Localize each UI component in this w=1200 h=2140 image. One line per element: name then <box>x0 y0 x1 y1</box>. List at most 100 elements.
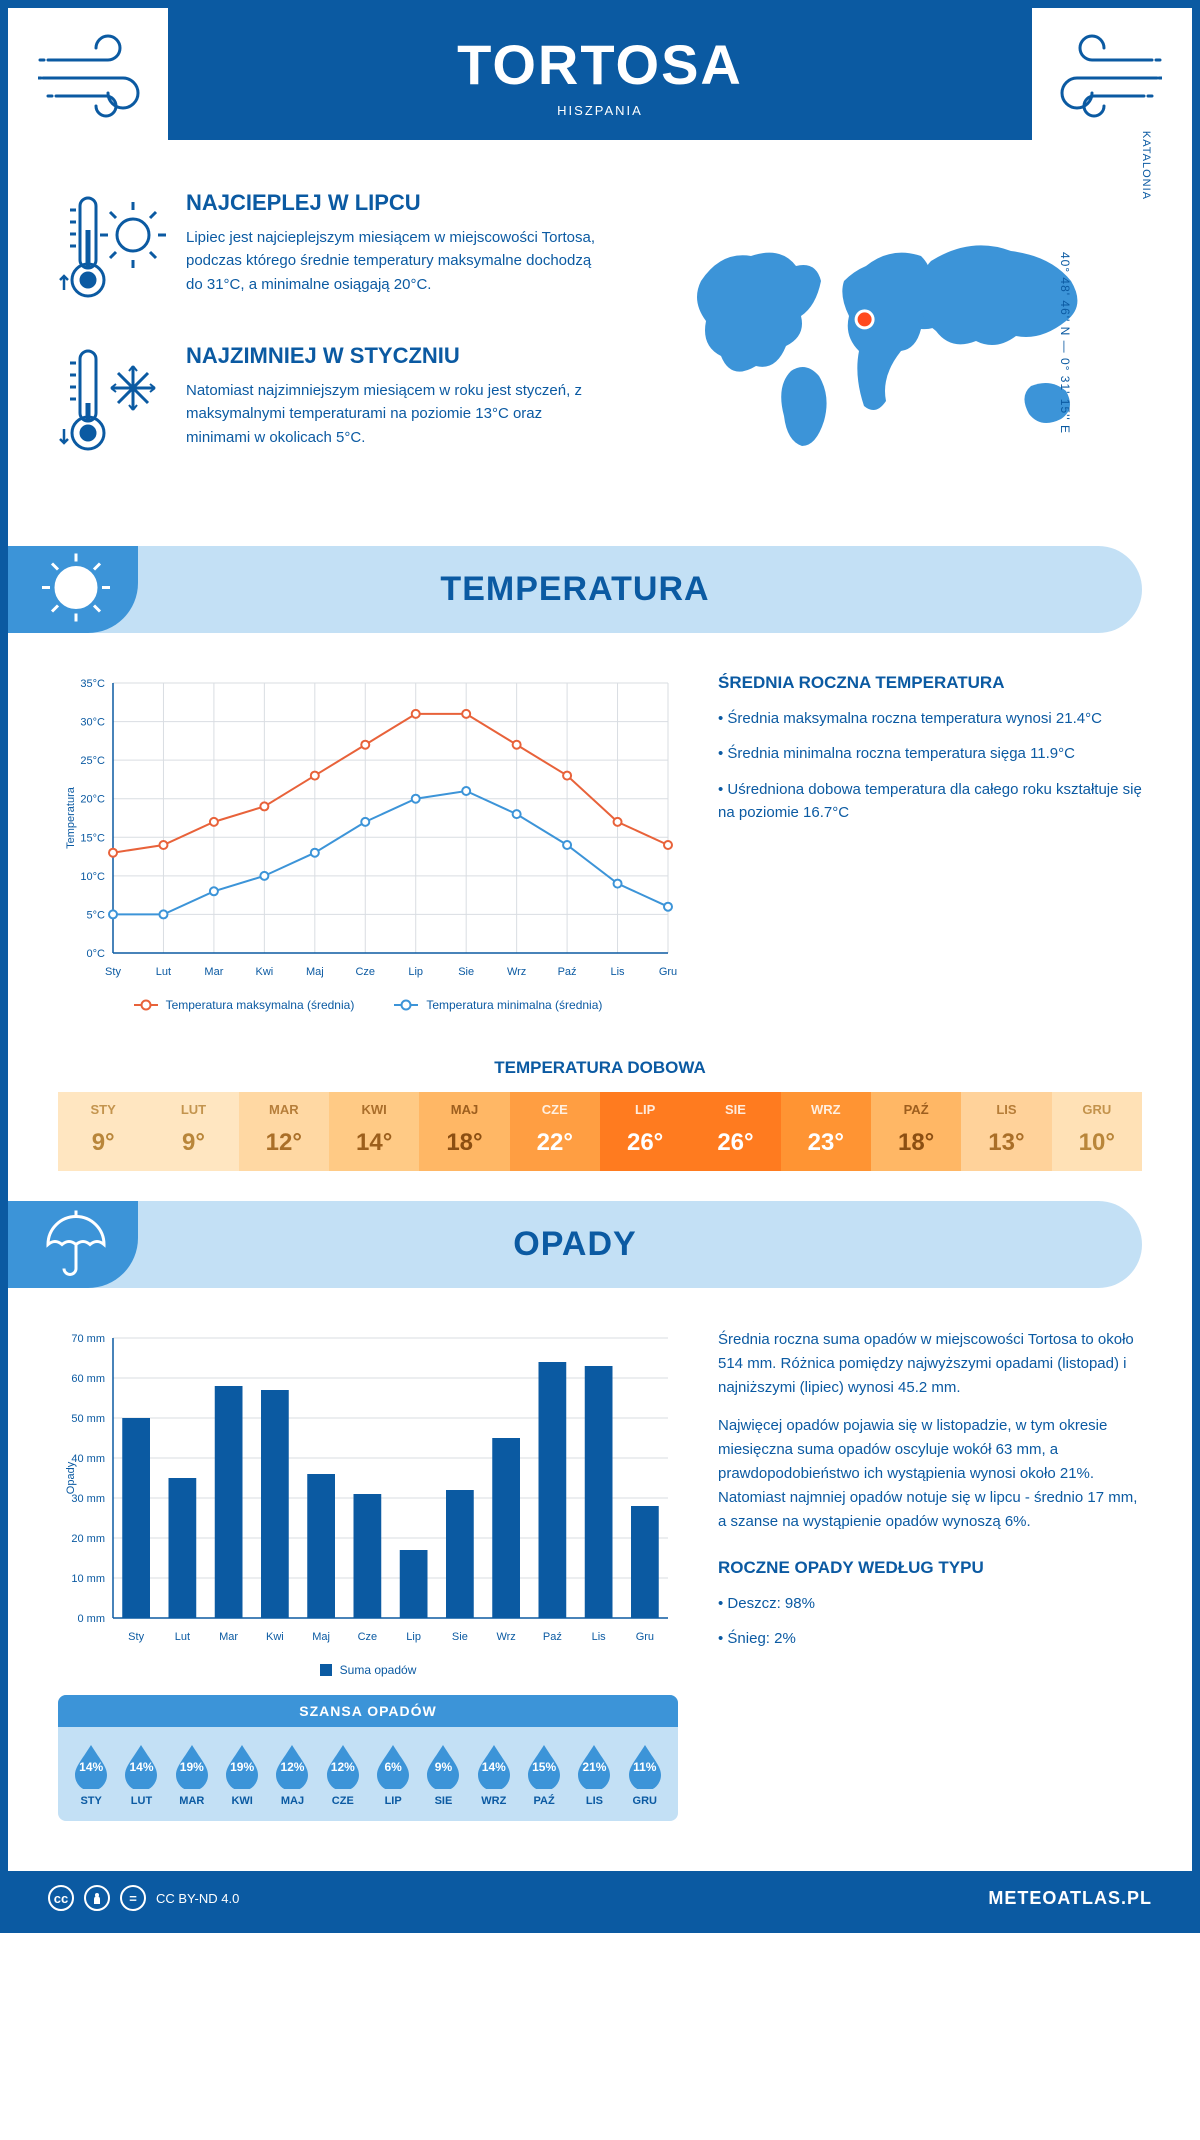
license-text: CC BY-ND 4.0 <box>156 1891 239 1906</box>
svg-text:Gru: Gru <box>636 1631 654 1643</box>
daily-cell: KWI14° <box>329 1092 419 1171</box>
chance-item: 19% MAR <box>167 1741 217 1807</box>
wind-icon-left <box>38 30 178 125</box>
svg-text:0°C: 0°C <box>87 948 106 960</box>
svg-text:60 mm: 60 mm <box>71 1373 105 1385</box>
chance-item: 9% SIE <box>418 1741 468 1807</box>
chance-item: 19% KWI <box>217 1741 267 1807</box>
svg-text:Lip: Lip <box>406 1631 421 1643</box>
svg-text:20 mm: 20 mm <box>71 1533 105 1545</box>
warmest-text: Lipiec jest najcieplejszym miesiącem w m… <box>186 226 610 296</box>
chance-item: 12% CZE <box>318 1741 368 1807</box>
annual-temp-title: ŚREDNIA ROCZNA TEMPERATURA <box>718 673 1142 693</box>
temperature-banner: TEMPERATURA <box>8 546 1142 633</box>
svg-text:Wrz: Wrz <box>507 966 526 978</box>
svg-text:Lis: Lis <box>592 1631 607 1643</box>
world-map <box>671 221 1111 466</box>
precipitation-legend: Suma opadów <box>58 1663 678 1677</box>
daily-cell: SIE26° <box>690 1092 780 1171</box>
header-banner: TORTOSA HISZPANIA <box>168 8 1032 140</box>
warmest-title: NAJCIEPLEJ W LIPCU <box>186 190 610 216</box>
annual-temp-b2: • Średnia minimalna roczna temperatura s… <box>718 742 1142 765</box>
svg-text:Maj: Maj <box>306 966 324 978</box>
region-label: KATALONIA <box>1140 131 1152 200</box>
temperature-line-chart: 0°C 5°C 10°C 15°C 20°C 25°C 30°C 35°C Sty Lut Mar K… <box>58 673 678 988</box>
precip-type-rain: • Deszcz: 98% <box>718 1592 1142 1615</box>
svg-text:30°C: 30°C <box>80 717 105 729</box>
chance-title: SZANSA OPADÓW <box>58 1695 678 1727</box>
precip-text-2: Najwięcej opadów pojawia się w listopadz… <box>718 1414 1142 1534</box>
svg-text:25°C: 25°C <box>80 755 105 767</box>
svg-text:5°C: 5°C <box>87 909 106 921</box>
footer: cc = CC BY-ND 4.0 METEOATLAS.PL <box>8 1871 1192 1925</box>
svg-text:10°C: 10°C <box>80 871 105 883</box>
svg-text:35°C: 35°C <box>80 678 105 690</box>
svg-text:Maj: Maj <box>312 1631 330 1643</box>
svg-text:50 mm: 50 mm <box>71 1413 105 1425</box>
chance-item: 12% MAJ <box>267 1741 317 1807</box>
nd-icon: = <box>120 1885 146 1911</box>
precipitation-bar-chart: 0 mm10 mm20 mm30 mm40 mm50 mm60 mm70 mmS… <box>58 1328 678 1653</box>
umbrella-icon <box>36 1202 116 1287</box>
annual-temp-b1: • Średnia maksymalna roczna temperatura … <box>718 707 1142 730</box>
svg-text:Sty: Sty <box>128 1631 144 1643</box>
sun-icon <box>36 547 116 632</box>
chance-item: 21% LIS <box>569 1741 619 1807</box>
chance-item: 15% PAŹ <box>519 1741 569 1807</box>
chance-item: 14% STY <box>66 1741 116 1807</box>
precip-type-snow: • Śnieg: 2% <box>718 1627 1142 1650</box>
svg-text:15°C: 15°C <box>80 832 105 844</box>
svg-text:Opady: Opady <box>65 1461 77 1494</box>
svg-text:Kwi: Kwi <box>266 1631 284 1643</box>
svg-text:Paź: Paź <box>558 966 577 978</box>
daily-cell: STY9° <box>58 1092 148 1171</box>
temperature-section-title: TEMPERATURA <box>8 570 1142 609</box>
daily-cell: WRZ23° <box>781 1092 871 1171</box>
chance-item: 11% GRU <box>620 1741 670 1807</box>
svg-text:Lut: Lut <box>156 966 171 978</box>
svg-text:Cze: Cze <box>358 1631 378 1643</box>
svg-text:Sty: Sty <box>105 966 121 978</box>
svg-text:Mar: Mar <box>219 1631 238 1643</box>
svg-text:Paź: Paź <box>543 1631 562 1643</box>
chance-item: 6% LIP <box>368 1741 418 1807</box>
svg-text:Cze: Cze <box>355 966 375 978</box>
daily-cell: PAŹ18° <box>871 1092 961 1171</box>
daily-cell: GRU10° <box>1052 1092 1142 1171</box>
chance-item: 14% LUT <box>116 1741 166 1807</box>
precipitation-banner: OPADY <box>8 1201 1142 1288</box>
thermometer-sun-icon <box>58 190 168 315</box>
precip-by-type-title: ROCZNE OPADY WEDŁUG TYPU <box>718 1558 1142 1578</box>
temperature-legend: Temperatura maksymalna (średnia) Tempera… <box>58 998 678 1012</box>
precip-text-1: Średnia roczna suma opadów w miejscowośc… <box>718 1328 1142 1400</box>
daily-cell: LUT9° <box>148 1092 238 1171</box>
daily-cell: CZE22° <box>510 1092 600 1171</box>
svg-text:Wrz: Wrz <box>496 1631 515 1643</box>
coldest-title: NAJZIMNIEJ W STYCZNIU <box>186 343 610 369</box>
chance-item: 14% WRZ <box>469 1741 519 1807</box>
svg-text:10 mm: 10 mm <box>71 1573 105 1585</box>
precipitation-section-title: OPADY <box>8 1225 1142 1264</box>
svg-text:0 mm: 0 mm <box>78 1613 106 1625</box>
city-title: TORTOSA <box>168 32 1032 97</box>
cc-icon: cc <box>48 1885 74 1911</box>
daily-cell: LIP26° <box>600 1092 690 1171</box>
by-icon <box>84 1885 110 1911</box>
annual-temp-b3: • Uśredniona dobowa temperatura dla całe… <box>718 778 1142 825</box>
precipitation-chance-panel: SZANSA OPADÓW 14% STY 14% LUT 19% MAR 19… <box>58 1695 678 1821</box>
svg-text:Lut: Lut <box>175 1631 190 1643</box>
thermometer-snow-icon <box>58 343 168 468</box>
svg-text:Sie: Sie <box>452 1631 468 1643</box>
svg-text:Lip: Lip <box>408 966 423 978</box>
site-name: METEOATLAS.PL <box>988 1888 1152 1909</box>
daily-cell: LIS13° <box>961 1092 1051 1171</box>
svg-text:70 mm: 70 mm <box>71 1333 105 1345</box>
warmest-block: NAJCIEPLEJ W LIPCU Lipiec jest najcieple… <box>58 190 610 315</box>
svg-text:Mar: Mar <box>204 966 223 978</box>
svg-text:Kwi: Kwi <box>255 966 273 978</box>
svg-text:20°C: 20°C <box>80 794 105 806</box>
country-subtitle: HISZPANIA <box>168 103 1032 118</box>
daily-temp-title: TEMPERATURA DOBOWA <box>8 1058 1192 1078</box>
svg-text:Sie: Sie <box>458 966 474 978</box>
svg-text:Temperatura: Temperatura <box>65 786 77 849</box>
